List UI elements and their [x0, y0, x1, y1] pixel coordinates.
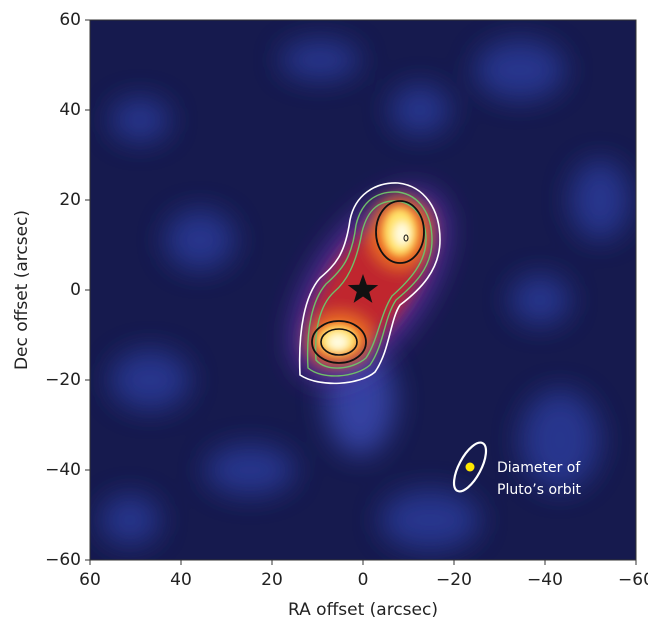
- x-tick-label: 60: [79, 570, 101, 590]
- y-tick-label: 0: [70, 280, 81, 300]
- annotation: Pluto’s orbit: [497, 482, 582, 498]
- y-tick-label: −60: [45, 550, 81, 570]
- x-tick-label: 20: [261, 570, 283, 590]
- annotation: Diameter of: [497, 460, 581, 476]
- x-axis-label: RA offset (arcsec): [288, 600, 438, 620]
- y-tick-label: 40: [59, 100, 81, 120]
- x-tick-label: −60: [618, 570, 648, 590]
- y-tick-label: −20: [45, 370, 81, 390]
- y-tick-label: −40: [45, 460, 81, 480]
- x-tick-label: −20: [436, 570, 472, 590]
- y-tick-label: 60: [59, 10, 81, 30]
- x-tick-label: −40: [527, 570, 563, 590]
- y-axis-label: Dec offset (arcsec): [12, 210, 32, 370]
- y-tick-label: 20: [59, 190, 81, 210]
- x-tick-label: 0: [358, 570, 369, 590]
- pluto-orbit-dot: [465, 462, 475, 472]
- x-tick-label: 40: [170, 570, 192, 590]
- star-marker: [347, 274, 379, 303]
- sky-image: Diameter of Pluto’s orbit: [90, 20, 636, 560]
- beam-ellipse: [452, 441, 488, 493]
